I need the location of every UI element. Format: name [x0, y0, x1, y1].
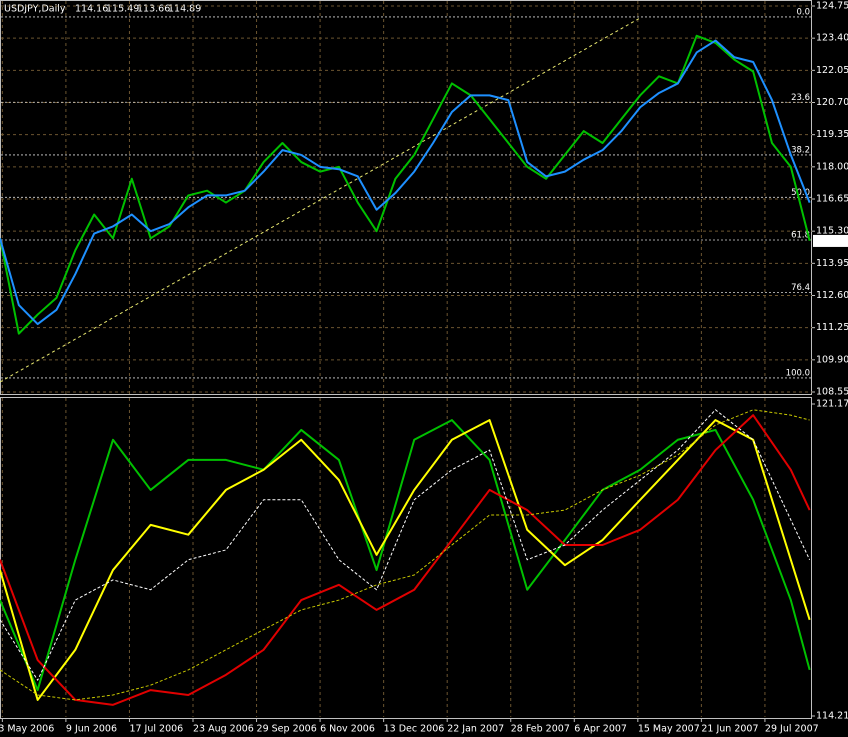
y-tick-label: 124.75	[816, 1, 848, 12]
series-line	[0, 409, 810, 701]
x-tick-label: 13 Dec 2006	[384, 724, 445, 735]
y-tick-label: 119.35	[816, 129, 848, 140]
y-tick-label: 118.00	[816, 161, 848, 172]
y-tick-label: 121.179	[816, 399, 848, 410]
x-tick-label: 15 May 2007	[638, 724, 700, 735]
y-tick-label: 113.95	[816, 258, 848, 269]
y-tick-label: 109.90	[816, 354, 848, 365]
x-tick-label: 23 Aug 2006	[193, 724, 254, 735]
trend-line	[0, 17, 641, 383]
series-line	[0, 409, 811, 681]
series-line	[0, 34, 811, 335]
fib-label: 61.8	[791, 230, 810, 240]
fib-label: 76.4	[791, 283, 810, 293]
y-tick-label: 108.55	[816, 387, 848, 398]
series-line	[0, 419, 811, 692]
x-tick-label: 9 Jun 2006	[66, 724, 117, 735]
indicator-pane-frame	[0, 397, 812, 719]
fib-label: 38.2	[791, 145, 810, 155]
x-tick-label: 29 Sep 2006	[257, 724, 317, 735]
close-price: 114.89	[168, 4, 201, 15]
y-tick-label: 122.05	[816, 65, 848, 76]
y-tick-label: 112.60	[816, 290, 848, 301]
fib-label: 100.0	[786, 368, 810, 378]
x-tick-label: 6 Apr 2007	[574, 724, 627, 735]
x-tick-label: 3 May 2006	[0, 724, 54, 735]
y-tick-label: 120.70	[816, 97, 848, 108]
x-tick-label: 29 Jul 2007	[765, 724, 819, 735]
current-price-box	[813, 234, 848, 247]
open-price: 114.16	[75, 4, 108, 15]
fib-label: 0.0	[796, 7, 810, 17]
x-tick-label: 22 Jan 2007	[447, 724, 504, 735]
series-line	[0, 419, 811, 701]
price-pane-frame	[0, 0, 812, 395]
series-line	[0, 39, 811, 326]
x-tick-label: 17 Jul 2006	[129, 724, 183, 735]
series-line	[0, 414, 811, 706]
y-tick-label: 123.40	[816, 33, 848, 44]
y-tick-label: 114.211	[816, 711, 848, 722]
fib-label: 50.0	[791, 188, 810, 198]
y-tick-label: 115.30	[816, 226, 848, 237]
y-tick-label: 116.65	[816, 194, 848, 205]
high-price: 115.49	[106, 4, 139, 15]
x-tick-label: 28 Feb 2007	[511, 724, 570, 735]
chart-title: USDJPY,Daily	[4, 4, 66, 15]
x-tick-label: 6 Nov 2006	[320, 724, 375, 735]
current-price-label: 114.89	[815, 235, 848, 246]
low-price: 113.66	[137, 4, 170, 15]
fib-label: 23.6	[791, 93, 810, 103]
y-tick-label: 111.25	[816, 322, 848, 333]
x-tick-label: 21 Jun 2007	[701, 724, 758, 735]
